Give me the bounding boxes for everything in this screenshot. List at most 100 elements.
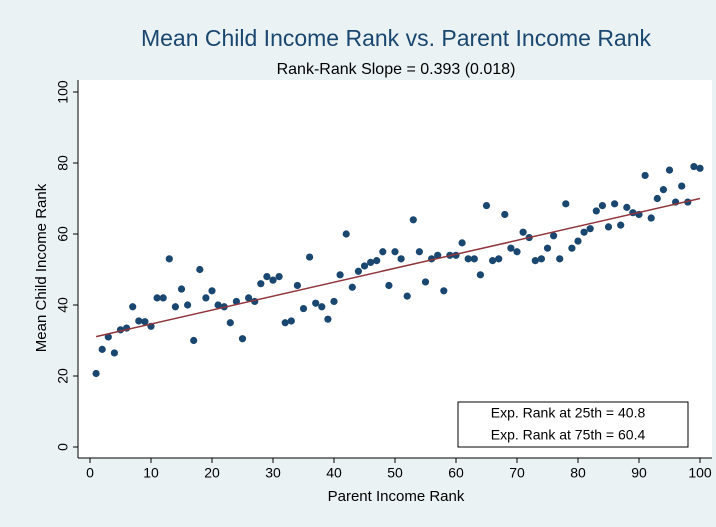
y-tick-label: 0 <box>55 443 71 451</box>
point <box>324 315 332 323</box>
point <box>592 207 600 215</box>
point <box>623 203 631 211</box>
point <box>434 251 442 259</box>
point <box>574 237 582 245</box>
x-tick-label: 20 <box>204 465 220 481</box>
point <box>177 285 186 293</box>
point <box>226 319 234 327</box>
point <box>245 294 253 302</box>
x-tick-label: 30 <box>265 465 281 481</box>
point <box>360 262 369 270</box>
x-tick-label: 100 <box>688 465 712 481</box>
point <box>342 230 350 238</box>
point <box>531 257 539 265</box>
y-tick-label: 40 <box>55 297 71 313</box>
point <box>586 225 594 233</box>
point <box>458 239 466 247</box>
point <box>543 244 552 252</box>
point <box>568 244 576 252</box>
point <box>98 345 106 353</box>
point <box>696 164 704 172</box>
x-tick-label: 90 <box>631 465 647 481</box>
x-tick-label: 40 <box>326 465 342 481</box>
point <box>470 255 478 263</box>
point <box>92 369 100 378</box>
point <box>476 271 484 279</box>
point <box>397 255 405 263</box>
point <box>580 228 588 236</box>
point <box>495 255 503 263</box>
point <box>275 273 283 281</box>
point <box>690 162 698 171</box>
x-tick-label: 60 <box>448 465 464 481</box>
point <box>238 335 247 343</box>
point <box>208 287 216 295</box>
point <box>354 267 362 275</box>
point <box>293 281 301 290</box>
point <box>550 232 558 240</box>
point <box>367 258 375 266</box>
point <box>336 271 344 279</box>
point <box>617 221 625 229</box>
point <box>598 202 607 210</box>
point <box>501 210 509 219</box>
point <box>110 349 118 357</box>
y-tick-label: 60 <box>55 226 71 242</box>
point <box>269 276 277 284</box>
point <box>190 336 198 345</box>
point <box>281 319 289 327</box>
point <box>556 255 564 263</box>
annotation: Exp. Rank at 25th = 40.8 <box>491 405 646 421</box>
chart-subtitle: Rank-Rank Slope = 0.393 (0.018) <box>277 61 516 78</box>
point <box>348 283 356 291</box>
point <box>659 186 668 194</box>
point <box>318 303 326 311</box>
point <box>202 294 210 302</box>
point <box>421 278 430 286</box>
point <box>232 297 240 306</box>
point <box>263 273 271 281</box>
point <box>415 248 423 256</box>
y-tick-label: 20 <box>55 368 71 384</box>
point <box>665 166 674 174</box>
fit-line <box>95 197 701 338</box>
point <box>330 297 338 306</box>
point <box>385 281 393 290</box>
point <box>257 280 265 288</box>
point <box>299 304 308 313</box>
y-tick-label: 100 <box>55 80 71 104</box>
point <box>403 292 411 300</box>
x-tick-label: 50 <box>387 465 403 481</box>
point <box>104 333 112 341</box>
point <box>196 265 204 274</box>
point <box>647 214 655 222</box>
point <box>641 171 649 180</box>
point <box>440 287 448 295</box>
point <box>165 255 173 263</box>
annotation-box <box>457 401 689 448</box>
point <box>464 255 472 263</box>
point <box>678 182 686 190</box>
x-axis-label: Parent Income Rank <box>328 488 465 505</box>
point <box>184 301 192 309</box>
point <box>159 294 167 302</box>
point <box>141 318 149 326</box>
point <box>171 303 179 311</box>
x-tick-label: 10 <box>143 465 159 481</box>
point <box>604 223 613 231</box>
point <box>391 248 399 256</box>
point <box>409 216 417 224</box>
x-tick-label: 70 <box>509 465 525 481</box>
point <box>489 257 497 265</box>
x-tick-label: 0 <box>86 465 94 481</box>
point <box>312 299 320 307</box>
point <box>519 228 527 236</box>
point <box>537 255 546 263</box>
point <box>653 194 661 203</box>
point <box>379 248 387 256</box>
point <box>287 317 295 325</box>
annotation: Exp. Rank at 75th = 60.4 <box>491 427 646 443</box>
point <box>214 301 222 309</box>
point <box>373 257 381 265</box>
